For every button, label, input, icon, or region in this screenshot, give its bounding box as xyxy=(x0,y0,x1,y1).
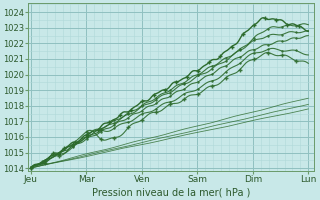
X-axis label: Pression niveau de la mer( hPa ): Pression niveau de la mer( hPa ) xyxy=(92,187,250,197)
